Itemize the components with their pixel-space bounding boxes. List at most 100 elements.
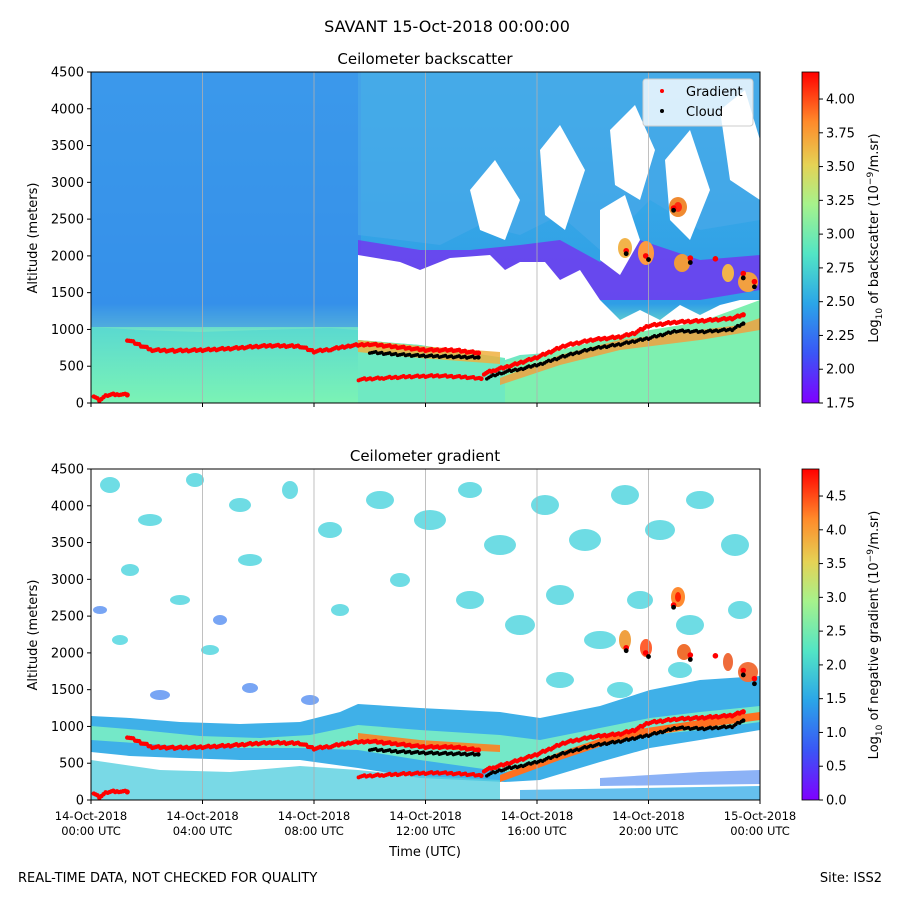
legend-cloud-marker	[660, 109, 664, 113]
colorbar-tick-label: 2.00	[826, 363, 855, 378]
figure-title: SAVANT 15-Oct-2018 00:00:00	[324, 17, 570, 36]
gradient-point	[740, 667, 747, 674]
legend: Gradient Cloud	[642, 78, 754, 127]
footer-disclaimer: REAL-TIME DATA, NOT CHECKED FOR QUALITY	[18, 871, 317, 886]
cloud-point	[752, 681, 757, 687]
colorbar-tick-label: 2.0	[826, 658, 847, 673]
gradient-point	[478, 376, 484, 382]
x-tick-time-label: 08:00 UTC	[284, 824, 344, 838]
y-tick-label: 2000	[51, 249, 84, 264]
cloud-point	[687, 657, 693, 662]
y-tick-label: 3000	[51, 176, 84, 191]
gradient-point	[740, 312, 746, 318]
gradient-point	[751, 278, 758, 285]
cloud-point	[740, 275, 746, 281]
colorbar-tick-label: 1.75	[826, 397, 855, 412]
y-tick-label: 2500	[51, 213, 84, 228]
gradient-colorbar-ticks: 0.0 0.5 1.0 1.5 2.0 2.5 3.0 3.5 4.0 4.5	[819, 490, 847, 809]
cloud-point	[476, 752, 481, 757]
y-tick-label: 4000	[51, 499, 84, 514]
gradient-point	[124, 392, 130, 398]
colorbar-tick-label: 4.5	[826, 490, 847, 505]
gradient-point	[751, 675, 758, 682]
x-tick-time-label: 04:00 UTC	[173, 824, 233, 838]
x-tick-time-label: 20:00 UTC	[619, 824, 679, 838]
colorbar-tick-label: 2.25	[826, 329, 855, 344]
colorbar-tick-label: 2.50	[826, 295, 855, 310]
colorbar-tick-label: 3.75	[826, 126, 855, 141]
backscatter-colorbar-ticks: 1.75 2.00 2.25 2.50 2.75 3.00 3.25 3.50 3.75 4.00	[819, 93, 855, 412]
backscatter-heatmap	[91, 72, 760, 403]
x-tick-date-label: 14-Oct-2018	[55, 809, 127, 823]
backscatter-marks	[91, 205, 758, 403]
cloud-point	[646, 654, 651, 659]
y-tick-label: 500	[59, 757, 84, 772]
x-tick-time-label: 12:00 UTC	[396, 824, 456, 838]
gradient-ylabel: Altitude (meters)	[26, 580, 41, 691]
gradient-point	[642, 253, 649, 259]
colorbar-tick-label: 0.0	[826, 794, 847, 809]
cloud-point	[476, 355, 481, 360]
x-tick-date-label: 14-Oct-2018	[389, 809, 461, 823]
y-tick-label: 0	[76, 794, 84, 809]
cloud-point	[687, 260, 693, 265]
gradient-point	[740, 709, 746, 715]
colorbar-tick-label: 3.5	[826, 557, 847, 572]
gradient-point	[475, 747, 482, 753]
x-axis-label: Time (UTC)	[388, 845, 461, 860]
gradient-point	[687, 652, 694, 658]
y-tick-label: 0	[76, 397, 84, 412]
y-tick-label: 2500	[51, 610, 84, 625]
gradient-point	[642, 650, 649, 656]
colorbar-tick-label: 3.50	[826, 160, 855, 175]
colorbar-tick-label: 1.0	[826, 726, 847, 741]
colorbar-tick-label: 0.5	[826, 760, 847, 775]
gradient-point	[740, 270, 747, 277]
legend-gradient-label: Gradient	[686, 85, 743, 100]
colorbar-tick-label: 3.25	[826, 194, 855, 209]
cloud-point	[623, 251, 629, 257]
backscatter-colorbar-label: Log10 of backscatter (10−9/m.sr)	[866, 133, 885, 342]
x-tick-time-label: 00:00 UTC	[730, 824, 790, 838]
gradient-point	[687, 255, 694, 261]
colorbar-tick-label: 3.00	[826, 228, 855, 243]
x-tick-date-label: 14-Oct-2018	[612, 809, 684, 823]
footer-site: Site: ISS2	[820, 871, 882, 886]
x-tick-time-label: 16:00 UTC	[507, 824, 567, 838]
cloud-point	[671, 604, 676, 610]
y-tick-label: 1000	[51, 323, 84, 338]
cloud-point	[623, 648, 629, 654]
backscatter-x-ticks	[90, 403, 761, 407]
gradient-heatmap	[91, 469, 760, 800]
x-tick-time-label: 00:00 UTC	[61, 824, 121, 838]
gradient-colorbar-label: Log10 of negative gradient (10−9/m.sr)	[866, 511, 885, 760]
gradient-point	[124, 789, 130, 795]
backscatter-y-axis: 0 500 1000 1500 2000 2500 3000 3500 4000 4500	[51, 66, 91, 412]
y-tick-label: 4500	[51, 66, 84, 81]
y-tick-label: 1500	[51, 683, 84, 698]
legend-box	[642, 78, 754, 127]
gradient-colorbar	[801, 468, 820, 801]
y-tick-label: 1500	[51, 286, 84, 301]
legend-cloud-label: Cloud	[686, 105, 723, 120]
x-tick-date-label: 14-Oct-2018	[166, 809, 238, 823]
backscatter-ylabel: Altitude (meters)	[26, 183, 41, 294]
backscatter-panel-title: Ceilometer backscatter	[337, 50, 513, 68]
gradient-marks	[91, 602, 758, 800]
y-tick-label: 3000	[51, 573, 84, 588]
x-tick-date-label: 14-Oct-2018	[501, 809, 573, 823]
colorbar-tick-label: 4.0	[826, 523, 847, 538]
y-tick-label: 3500	[51, 139, 84, 154]
y-tick-label: 1000	[51, 720, 84, 735]
y-tick-label: 2000	[51, 646, 84, 661]
x-tick-date-label: 14-Oct-2018	[278, 809, 350, 823]
cloud-point	[646, 257, 651, 262]
y-tick-label: 3500	[51, 536, 84, 551]
cloud-point	[752, 284, 757, 290]
cloud-point	[741, 718, 746, 723]
gradient-point	[478, 773, 484, 779]
colorbar-tick-label: 3.0	[826, 591, 847, 606]
gradient-point	[475, 350, 482, 356]
gradient-point	[712, 653, 719, 659]
